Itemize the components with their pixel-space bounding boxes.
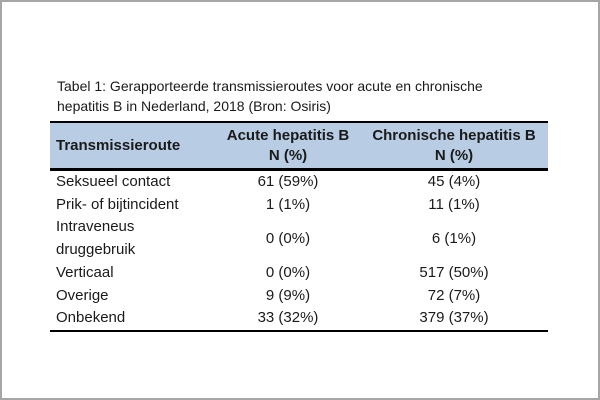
- route-cell: Intraveneus druggebruik: [56, 218, 136, 259]
- acute-value-cell: 0 (0%): [265, 263, 311, 281]
- column-header-acute-label: Acute hepatitis B: [226, 126, 350, 144]
- table-header-row: Transmissieroute Acute hepatitis B N (%)…: [50, 122, 548, 170]
- route-cell: Overige: [56, 286, 109, 304]
- column-header-chronisch-unit: N (%): [434, 146, 474, 164]
- table-row: Verticaal 0 (0%) 517 (50%): [50, 262, 548, 285]
- table-row: Prik- of bijtincident 1 (1%) 11 (1%): [50, 194, 548, 217]
- route-cell: Onbekend: [56, 309, 126, 327]
- acute-value-cell: 1 (1%): [265, 195, 311, 213]
- column-header-transmissieroute: Transmissieroute: [50, 122, 216, 170]
- chronic-value-cell: 45 (4%): [427, 173, 481, 190]
- chronic-value-cell: 517 (50%): [419, 263, 489, 281]
- route-cell: Prik- of bijtincident: [56, 195, 179, 213]
- table-caption-line-1: Tabel 1: Gerapporteerde transmissieroute…: [57, 78, 483, 94]
- table-row: Onbekend 33 (32%) 379 (37%): [50, 307, 548, 331]
- column-header-chronische-hepatitis-b: Chronische hepatitis B N (%): [360, 122, 548, 170]
- acute-value-cell: 9 (9%): [265, 286, 311, 304]
- acute-value-cell: 0 (0%): [265, 229, 311, 247]
- chronic-value-cell: 6 (1%): [431, 229, 477, 247]
- route-cell: Verticaal: [56, 263, 114, 281]
- acute-value-cell: 33 (32%): [257, 309, 319, 327]
- chronic-value-cell: 11 (1%): [428, 195, 480, 213]
- acute-value-cell: 61 (59%): [257, 173, 319, 190]
- column-header-acute-unit: N (%): [268, 146, 308, 164]
- route-cell: Seksueel contact: [56, 173, 171, 190]
- column-header-chronisch-label: Chronische hepatitis B: [372, 126, 536, 144]
- table-caption: Tabel 1: Gerapporteerde transmissieroute…: [57, 76, 483, 116]
- chronic-value-cell: 72 (7%): [427, 286, 481, 304]
- column-header-acute-hepatitis-b: Acute hepatitis B N (%): [216, 122, 360, 170]
- table-caption-line-2: hepatitis B in Nederland, 2018 (Bron: Os…: [57, 98, 331, 114]
- table-row: Intraveneus druggebruik 0 (0%) 6 (1%): [50, 216, 548, 261]
- table-row: Overige 9 (9%) 72 (7%): [50, 285, 548, 308]
- chronic-value-cell: 379 (37%): [419, 309, 489, 327]
- transmission-routes-table: Transmissieroute Acute hepatitis B N (%)…: [50, 121, 548, 332]
- table-row: Seksueel contact 61 (59%) 45 (4%): [50, 170, 548, 194]
